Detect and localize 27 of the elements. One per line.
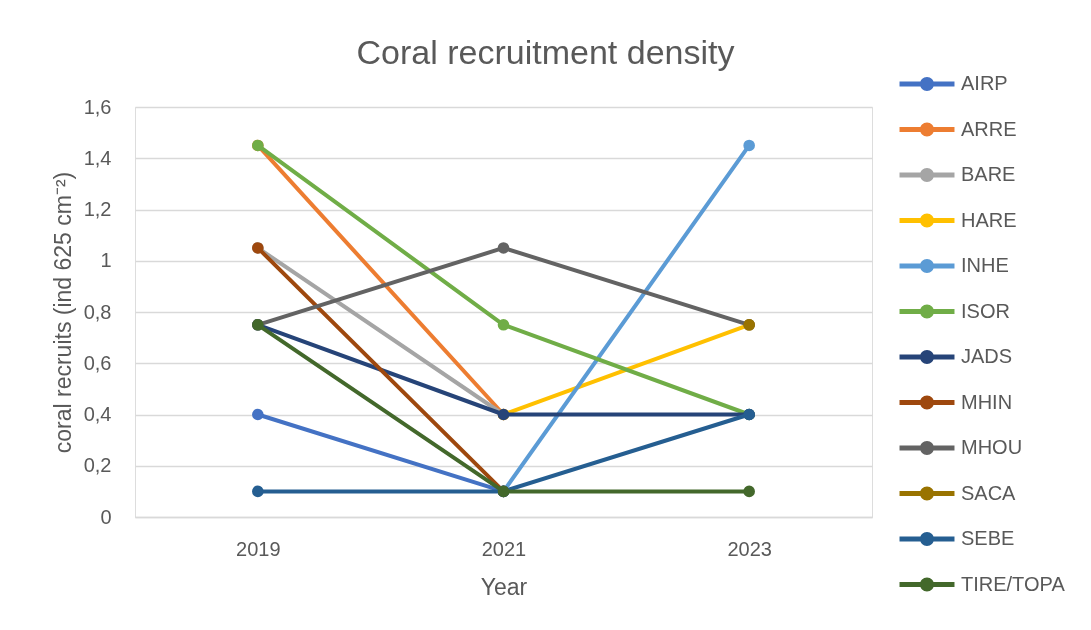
legend-label: SEBE [961,527,1015,549]
legend-label: SACA [961,481,1017,504]
x-tick-label: 2023 [727,537,772,560]
y-tick-label: 0,2 [83,454,112,477]
legend-label: INHE [961,254,1009,276]
y-tick-label: 1,4 [83,146,112,169]
legend-label: HARE [961,208,1017,231]
y-tick-label: 0 [100,505,112,528]
y-tick-label: 0,6 [83,351,112,374]
legend-label: MHIN [961,390,1013,413]
legend-label: BARE [961,163,1016,185]
legend-label: MHOU [961,436,1023,458]
legend-label: TIRE/TOPA [961,572,1066,595]
legend-label: ARRE [961,117,1017,140]
y-tick-label: 1,2 [83,198,112,220]
y-tick-label: 1,6 [83,95,112,118]
y-tick-label: 1 [100,249,112,272]
y-axis-title: coral recruits (ind 625 cm⁻²) [49,171,76,454]
x-tick-label: 2021 [481,537,527,560]
chart-title: Coral recruitment density [356,33,735,71]
legend-label: JADS [961,345,1013,367]
x-axis-title: Year [480,573,528,600]
y-tick-label: 0,8 [83,300,112,323]
legend-label: ISOR [961,299,1010,322]
legend-label: AIRP [961,72,1008,94]
x-tick-label: 2019 [236,537,281,560]
y-tick-label: 0,4 [83,403,112,425]
